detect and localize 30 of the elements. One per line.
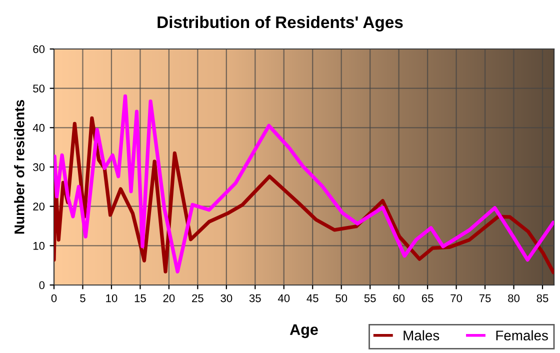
y-tick-label: 40	[32, 124, 45, 132]
x-tick-label: 45	[306, 294, 318, 302]
x-tick-label: 10	[106, 294, 118, 302]
x-tick-label: 5	[80, 294, 86, 302]
x-tick-label: 85	[536, 294, 548, 302]
y-tick-label: 30	[33, 163, 45, 172]
x-tick-label: 20	[163, 294, 175, 302]
x-tick-label: 65	[422, 294, 434, 302]
y-tick-label: 20	[33, 202, 45, 210]
x-tick-label: 25	[192, 294, 204, 302]
x-tick-label: 80	[508, 294, 520, 302]
y-axis-title: Number of residents	[14, 100, 24, 234]
x-tick-label: 0	[51, 294, 57, 302]
x-tick-label: 15	[134, 294, 146, 302]
y-tick-label: 0	[39, 281, 45, 290]
x-tick-label: 40	[278, 294, 290, 302]
y-tick-label: 10	[33, 242, 45, 250]
x-tick-label: 55	[364, 294, 376, 302]
x-tick-label: 50	[336, 294, 348, 302]
legend-label: Females	[496, 330, 548, 340]
x-tick-label: 35	[249, 294, 261, 302]
x-tick-label: 75	[479, 294, 491, 302]
x-tick-label: 30	[220, 294, 232, 302]
legend-label: Males	[404, 330, 440, 340]
x-axis-title: Age	[290, 324, 318, 338]
x-tick-label: 70	[450, 294, 462, 302]
y-tick-label: 50	[33, 84, 45, 92]
x-tick-label: 60	[393, 294, 405, 302]
y-tick-label: 60	[33, 45, 45, 54]
chart-title: Distribution of Residents' Ages	[158, 16, 403, 32]
